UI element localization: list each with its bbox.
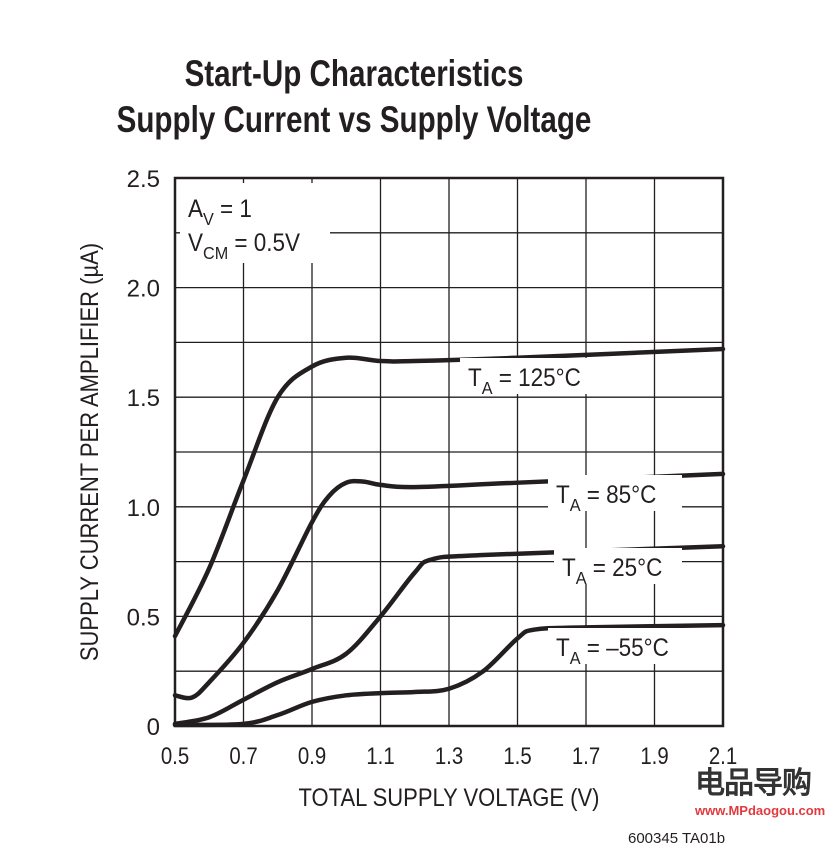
x-tick-label: 1.7 bbox=[572, 742, 600, 769]
x-tick-label: 1.9 bbox=[640, 742, 668, 769]
series-line bbox=[172, 346, 726, 639]
watermark-logo: 电品导购 bbox=[695, 767, 812, 800]
series-label-bg bbox=[548, 628, 690, 664]
series-label-bg bbox=[554, 548, 682, 584]
y-axis-label: SUPPLY CURRENT PER AMPLIFIER (µA) bbox=[76, 243, 104, 661]
plot-frame bbox=[173, 176, 725, 728]
y-tick-label: 2.5 bbox=[127, 166, 160, 193]
y-tick-label: 1.0 bbox=[127, 495, 160, 522]
x-tick-label: 1.3 bbox=[435, 742, 463, 769]
figure-footnote: 600345 TA01b bbox=[628, 830, 725, 847]
series-line bbox=[172, 544, 726, 727]
condition-label: AV = 1 bbox=[188, 195, 252, 229]
conditions-bg bbox=[180, 183, 330, 263]
series-line bbox=[172, 471, 726, 701]
series-label-bg bbox=[460, 358, 610, 394]
x-tick-label: 1.1 bbox=[366, 742, 394, 769]
watermark-logo-text: 电品导购 bbox=[695, 767, 812, 800]
series-label-bg bbox=[548, 475, 682, 511]
x-tick-label: 0.9 bbox=[298, 742, 326, 769]
y-tick-label: 0 bbox=[147, 714, 160, 741]
x-tick-label: 0.5 bbox=[161, 742, 189, 769]
x-tick-label: 2.1 bbox=[709, 742, 737, 769]
x-tick-label: 1.5 bbox=[503, 742, 531, 769]
chart-subtitle: Supply Current vs Supply Voltage bbox=[116, 99, 592, 140]
series-line bbox=[172, 622, 726, 728]
y-tick-label: 1.5 bbox=[127, 385, 160, 412]
chart-title: Start-Up Characteristics bbox=[184, 53, 524, 94]
series-label: TA = 125°C bbox=[468, 364, 581, 398]
condition-label: VCM = 0.5V bbox=[188, 229, 300, 263]
series-label: TA = 25°C bbox=[562, 554, 662, 588]
series-label: TA = –55°C bbox=[556, 634, 669, 668]
watermark-url: www.MPdaogou.com bbox=[695, 803, 826, 818]
series-label: TA = 85°C bbox=[556, 481, 656, 515]
x-tick-label: 0.7 bbox=[229, 742, 257, 769]
y-tick-label: 0.5 bbox=[127, 604, 160, 631]
y-tick-label: 2.0 bbox=[127, 276, 160, 303]
x-axis-label: TOTAL SUPPLY VOLTAGE (V) bbox=[299, 784, 600, 812]
